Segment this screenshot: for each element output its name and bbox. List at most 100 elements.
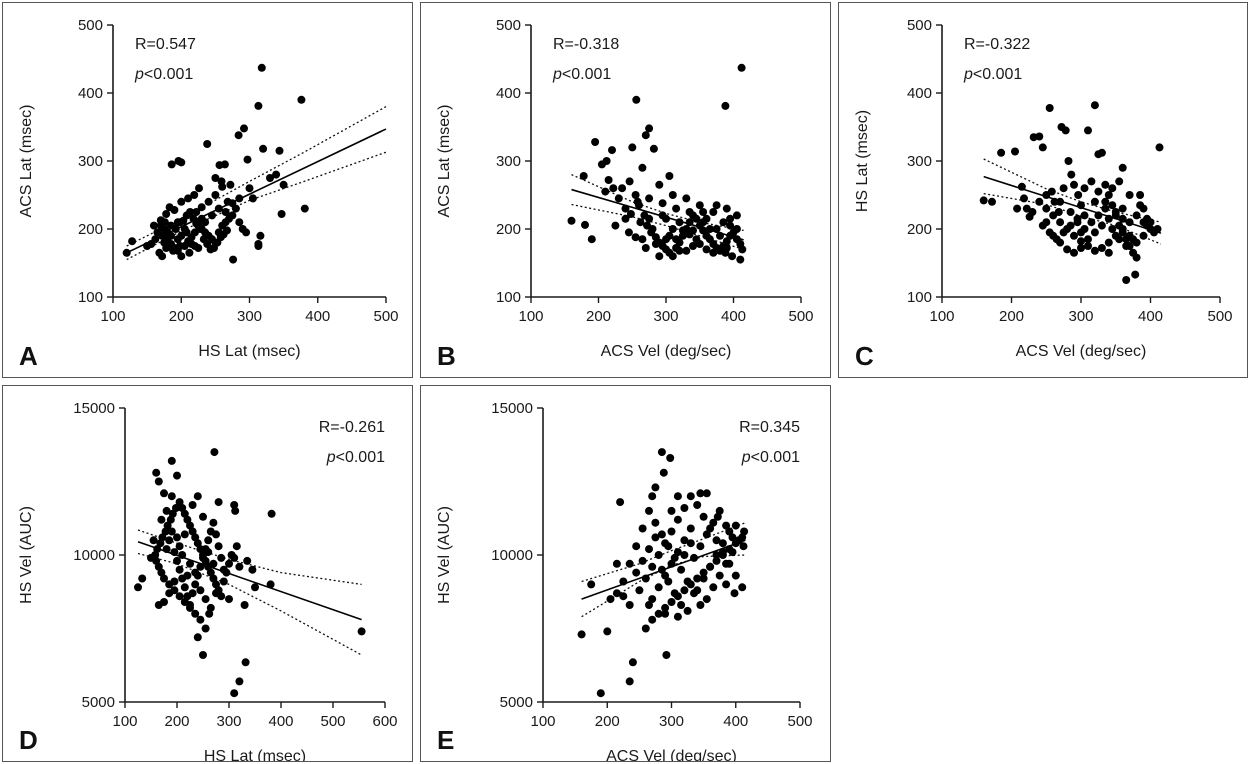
data-point — [203, 140, 212, 148]
data-point — [201, 624, 210, 633]
data-point — [1155, 143, 1164, 152]
data-point — [738, 583, 747, 592]
data-point — [1090, 246, 1099, 255]
data-point — [243, 556, 252, 565]
data-point — [1077, 244, 1085, 252]
data-point — [220, 160, 229, 169]
regression-line — [581, 539, 746, 600]
data-point — [192, 208, 201, 216]
x-tick-label: 300 — [1068, 308, 1093, 325]
data-point — [154, 477, 163, 486]
data-point — [645, 506, 653, 515]
p-symbol: p — [134, 66, 144, 83]
data-point — [678, 226, 687, 235]
data-point — [587, 580, 596, 589]
data-point — [702, 595, 711, 604]
r-value: R=-0.261 — [319, 419, 385, 436]
data-point — [625, 559, 634, 568]
data-point — [1035, 197, 1044, 206]
data-point — [567, 216, 576, 225]
data-point — [190, 191, 199, 199]
data-point — [173, 471, 181, 480]
data-point — [680, 504, 689, 512]
data-point — [728, 533, 737, 542]
x-tick-label: 200 — [169, 308, 194, 325]
data-point — [648, 562, 657, 571]
data-point — [628, 658, 637, 667]
data-point — [180, 583, 189, 592]
x-axis-label: ACS Vel (deg/sec) — [1016, 343, 1147, 360]
data-point — [702, 530, 711, 539]
data-point — [651, 240, 660, 248]
data-point — [128, 237, 137, 246]
data-point — [254, 101, 263, 110]
data-point — [226, 180, 235, 189]
data-point — [259, 144, 268, 153]
r-value: R=-0.322 — [964, 36, 1030, 53]
panel-d: 100 200 300 400 500 600 5000 10000 15000 HS Lat (… — [2, 385, 413, 762]
data-point — [1074, 191, 1083, 199]
data-point — [664, 577, 673, 586]
data-point — [149, 536, 158, 545]
data-point — [685, 208, 694, 216]
data-point — [154, 601, 163, 609]
p-symbol: p — [552, 66, 562, 83]
y-tick-label: 100 — [907, 289, 932, 306]
data-point — [686, 492, 695, 501]
data-point — [712, 551, 721, 559]
data-point — [654, 609, 663, 618]
data-point — [632, 95, 641, 104]
data-point — [1101, 180, 1110, 189]
p-threshold: <0.001 — [751, 449, 800, 466]
data-point — [635, 586, 644, 595]
data-point — [641, 624, 650, 633]
p-value: p<0.001 — [326, 449, 385, 466]
regression-line — [126, 128, 387, 254]
data-point — [725, 559, 734, 568]
data-point — [251, 583, 259, 592]
data-point — [277, 210, 286, 218]
y-tick-label: 15000 — [73, 400, 115, 417]
data-point — [702, 214, 711, 223]
data-point — [1101, 204, 1110, 213]
data-point — [603, 627, 612, 636]
chart-e: 100 200 300 400 500 5000 10000 15000 ACS Vel (de… — [436, 400, 813, 761]
data-point — [1122, 276, 1131, 284]
data-point — [1070, 180, 1078, 189]
data-point — [616, 498, 625, 507]
x-tick-label: 500 — [787, 713, 812, 730]
data-point — [655, 252, 664, 261]
data-point — [230, 553, 239, 562]
data-point — [731, 571, 740, 580]
data-point — [693, 574, 702, 583]
data-point — [1080, 211, 1089, 220]
data-point — [266, 580, 275, 589]
data-point — [217, 553, 226, 562]
data-point — [221, 208, 230, 216]
data-point — [1063, 245, 1072, 254]
data-point — [667, 527, 676, 536]
data-point — [1108, 225, 1117, 233]
data-point — [618, 184, 627, 193]
data-point — [601, 187, 610, 196]
data-point — [235, 218, 244, 227]
data-point — [209, 518, 218, 527]
data-point — [665, 172, 674, 180]
data-point — [1143, 214, 1151, 223]
data-point — [193, 633, 202, 642]
data-point — [1080, 184, 1089, 193]
data-point — [655, 180, 664, 189]
data-point — [195, 184, 203, 193]
data-point — [1013, 204, 1022, 213]
data-point — [297, 95, 306, 104]
data-point — [596, 689, 605, 698]
y-tick-label: 500 — [78, 17, 103, 34]
data-point — [1132, 211, 1141, 220]
data-point — [680, 551, 689, 559]
data-point — [134, 583, 142, 592]
data-point — [1090, 228, 1099, 237]
panel-letter: E — [437, 725, 454, 755]
data-point — [165, 589, 174, 598]
data-point — [712, 201, 721, 210]
y-tick-label: 15000 — [491, 400, 533, 417]
